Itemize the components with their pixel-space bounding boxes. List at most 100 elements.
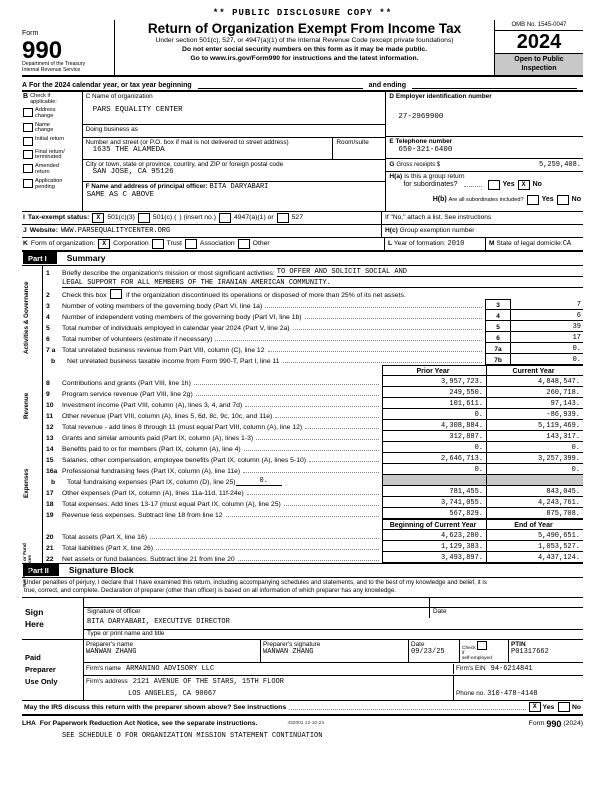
side-label-net-assets: Net Assets or Fund Balances: [23, 542, 33, 587]
ein-value[interactable]: 27-2969900: [398, 112, 444, 121]
corporation-checkbox[interactable]: X: [98, 238, 111, 249]
website-value[interactable]: WWW.PARSEQUALITYCENTER.ORG: [60, 226, 171, 235]
ha-text1: Is this a group return: [404, 172, 465, 180]
line21-begin: 1,129,383.: [382, 540, 486, 552]
phone-value[interactable]: 650-321-6400: [398, 145, 453, 154]
officer-name-value[interactable]: BITA DARYABARI, EXECUTIVE DIRECTOR: [87, 617, 230, 626]
m-letter: M: [489, 240, 495, 248]
firm-address-value-2[interactable]: LOS ANGELES, CA 90067: [128, 689, 217, 698]
line9-row: 9 Program service revenue (Part VIII, li…: [42, 386, 583, 398]
tax-year-beginning-field[interactable]: [197, 79, 363, 89]
organization-column-c: C Name of organization PARS EQUALITY CEN…: [82, 92, 386, 211]
line7b-value[interactable]: 0.: [511, 356, 583, 365]
line7b-row: b Net unrelated business taxable income …: [51, 353, 583, 365]
schedule-o-note: SEE SCHEDULE O FOR ORGANIZATION MISSION …: [62, 731, 323, 740]
status-527-checkbox[interactable]: [276, 212, 289, 223]
officer-signature-field[interactable]: [84, 598, 429, 607]
irs-discuss-row: May the IRS discuss this return with the…: [22, 699, 583, 716]
sign-here-block: Sign Here Signature of officer Date BITA…: [22, 597, 583, 640]
final-return-checkbox[interactable]: [23, 149, 33, 159]
preparer-signature-value[interactable]: WANWAN ZHANG: [263, 647, 314, 656]
check-if-label: if: [462, 650, 465, 656]
form-number-block: Form 990 Department of the Treasury Inte…: [22, 20, 115, 75]
self-employed-checkbox[interactable]: [476, 640, 487, 650]
preparer-date-value[interactable]: 09/23/25: [411, 647, 445, 656]
ptin-value[interactable]: P01317662: [511, 647, 549, 656]
principal-officer-value[interactable]: BITA DARYABARI: [209, 182, 269, 191]
gross-receipts-value[interactable]: 5,259,408.: [539, 160, 582, 169]
line14-current: 0.: [486, 441, 583, 453]
line7a-row: 7 a Total unrelated business revenue fro…: [46, 342, 583, 354]
amended-return-checkbox[interactable]: [23, 164, 33, 174]
discuss-no-label: No: [571, 703, 581, 711]
status-4947-label: 4947(a)(1) or: [233, 214, 274, 222]
firm-address-value-1[interactable]: 2121 AVENUE OF THE STARS, 15TH FLOOR: [132, 677, 284, 686]
street-value[interactable]: 1635 THE ALAMEDA: [92, 145, 165, 154]
discuss-yes-checkbox[interactable]: X: [528, 702, 541, 713]
subordinates-included-yes-checkbox[interactable]: [526, 194, 539, 205]
lha-label: LHA: [22, 720, 36, 728]
status-501c-insert: ) (insert no.): [179, 214, 216, 222]
preparer-phone-value[interactable]: 310-478-4148: [487, 689, 538, 698]
application-pending-checkbox[interactable]: [23, 179, 33, 189]
l-letter: L: [388, 240, 393, 248]
status-4947-checkbox[interactable]: [218, 212, 231, 223]
line4-value[interactable]: 6: [511, 312, 583, 321]
paperwork-notice: For Paperwork Reduction Act Notice, see …: [39, 720, 258, 728]
use-only-label: Use Only: [25, 677, 58, 687]
line10-prior: 101,611.: [382, 397, 486, 409]
group-return-yes-checkbox[interactable]: [487, 179, 500, 190]
part2-badge: Part II: [23, 564, 59, 577]
i-letter: I: [23, 214, 25, 222]
line4-row: 4 Number of independent voting members o…: [46, 309, 583, 321]
line11-prior: 0.: [382, 408, 486, 420]
association-checkbox[interactable]: [184, 238, 197, 249]
status-501c3-checkbox[interactable]: X: [92, 212, 105, 223]
line15-row: 15 Salaries, other compensation, employe…: [42, 452, 583, 464]
k-letter: K: [23, 240, 28, 248]
trust-checkbox[interactable]: [151, 238, 164, 249]
firm-name-value[interactable]: ARMANINO ADVISORY LLC: [125, 664, 215, 673]
line20-end: 5,490,651.: [486, 529, 583, 541]
subordinates-included-no-checkbox[interactable]: [556, 194, 569, 205]
line22-row: 22 Net assets or fund balances. Subtract…: [42, 551, 583, 563]
line11-current: -86,939.: [486, 408, 583, 420]
line16a-current: 0.: [486, 463, 583, 475]
firm-ein-value[interactable]: 94-6214841: [490, 664, 533, 673]
line-a-text: For the 2024 calendar year, or tax year …: [29, 81, 192, 89]
hb-note: If "No," attach a list. See instructions: [381, 211, 583, 224]
city-label: City or town, state or province, country…: [85, 160, 284, 168]
city-value[interactable]: SAN JOSE, CA 95126: [92, 167, 174, 176]
line5-value[interactable]: 39: [511, 323, 583, 332]
line7a-value[interactable]: 0.: [511, 345, 583, 354]
other-org-checkbox[interactable]: [237, 238, 250, 249]
discontinued-label: if the organization discontinued its ope…: [126, 291, 406, 299]
line16b-value[interactable]: 0.: [235, 477, 282, 486]
tax-year-ending-field[interactable]: [412, 79, 578, 89]
firms-name-label: Firm's name: [86, 665, 121, 673]
group-return-no-checkbox[interactable]: X: [517, 179, 530, 190]
domicile-label: State of legal domicile:: [496, 240, 563, 248]
domicile-value[interactable]: CA: [562, 239, 572, 248]
name-change-checkbox[interactable]: [23, 122, 33, 132]
year-formation-value[interactable]: 2010: [447, 239, 465, 248]
preparers-name-label: Preparer's name: [86, 640, 134, 648]
line3-value[interactable]: 7: [511, 301, 583, 310]
discontinued-checkbox[interactable]: [110, 288, 123, 299]
line6-value[interactable]: 17: [511, 334, 583, 343]
firms-address-label: Firm's address: [86, 678, 128, 686]
current-year-header: Current Year: [486, 364, 583, 376]
preparer-name-value[interactable]: WANWAN ZHANG: [86, 647, 137, 656]
discuss-no-checkbox[interactable]: [558, 702, 571, 713]
initial-return-checkbox[interactable]: [23, 137, 33, 147]
amended-return-label: Amended return: [35, 163, 59, 176]
line16b-row: b Total fundraising expenses (Part IX, c…: [42, 474, 583, 486]
status-501c-checkbox[interactable]: [137, 212, 150, 223]
footer-form-year: (2024): [563, 720, 583, 728]
mission-line: 1 Briefly describe the organization's mi…: [42, 266, 583, 277]
website-label: Website:: [29, 227, 58, 235]
org-name-value[interactable]: PARS EQUALITY CENTER: [92, 105, 183, 114]
mission-value-1[interactable]: TO OFFER AND SOLICIT SOCIAL AND: [276, 268, 583, 277]
address-change-checkbox[interactable]: [23, 107, 33, 117]
mission-value-2[interactable]: LEGAL SUPPORT FOR ALL MEMBERS OF THE IRA…: [62, 279, 583, 288]
